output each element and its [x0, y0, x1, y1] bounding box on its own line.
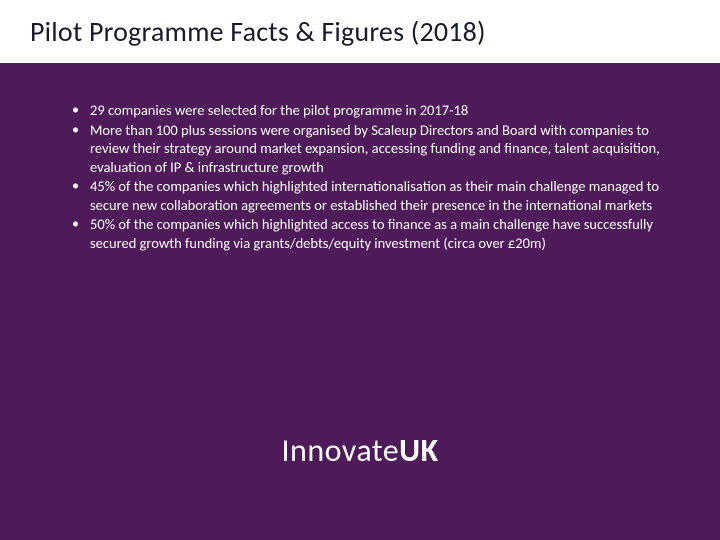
- bullet-item: 45% of the companies which highlighted i…: [72, 177, 660, 214]
- logo-container: InnovateUK: [0, 431, 720, 470]
- logo-part-1: Innovate: [281, 431, 399, 470]
- content-area: 29 companies were selected for the pilot…: [0, 63, 720, 273]
- title-bar: Pilot Programme Facts & Figures (2018): [0, 0, 720, 63]
- innovate-uk-logo: InnovateUK: [281, 431, 438, 470]
- bullet-list: 29 companies were selected for the pilot…: [72, 101, 660, 252]
- logo-part-2: UK: [399, 431, 438, 470]
- bullet-item: 29 companies were selected for the pilot…: [72, 101, 660, 120]
- slide-title: Pilot Programme Facts & Figures (2018): [30, 14, 690, 49]
- bullet-item: More than 100 plus sessions were organis…: [72, 121, 660, 177]
- bullet-item: 50% of the companies which highlighted a…: [72, 215, 660, 252]
